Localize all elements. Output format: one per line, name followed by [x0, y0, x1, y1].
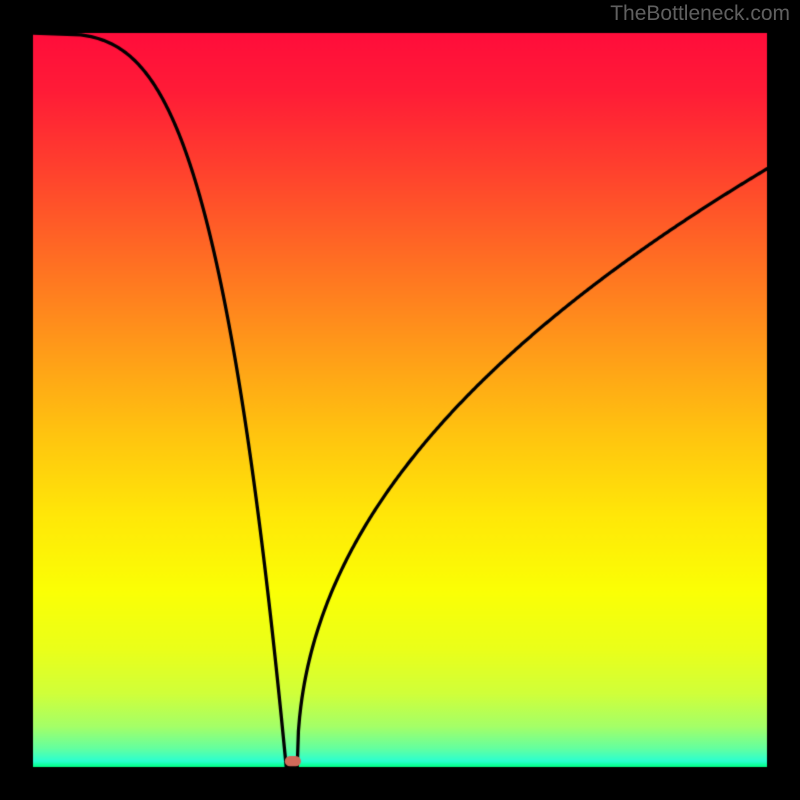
chart-container: TheBottleneck.com: [0, 0, 800, 800]
bottleneck-chart: [0, 0, 800, 800]
watermark-text: TheBottleneck.com: [610, 2, 790, 26]
